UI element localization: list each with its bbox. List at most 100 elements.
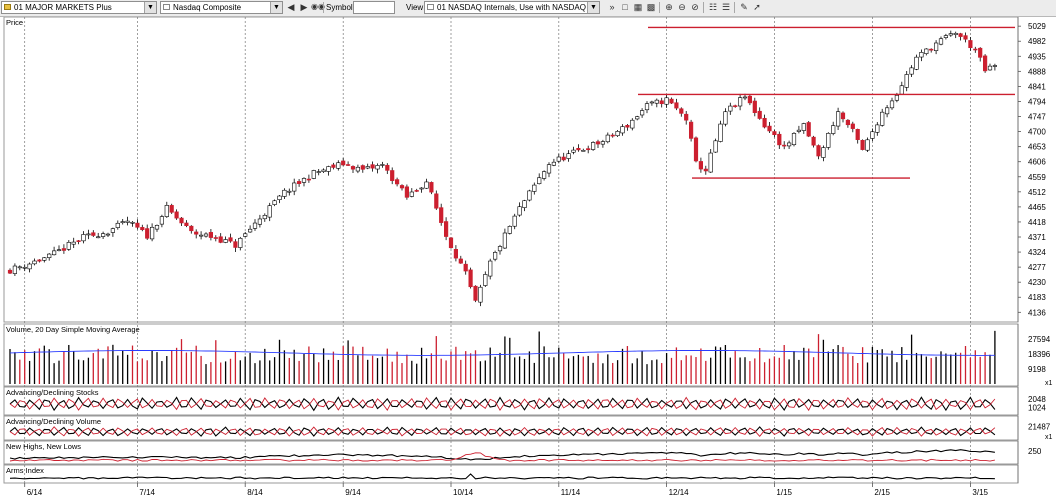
candle-down xyxy=(233,241,238,248)
annotate-icon[interactable]: ✎ xyxy=(740,2,748,12)
pane-2-lines xyxy=(9,396,996,412)
series-advancing xyxy=(9,426,996,437)
candle-up xyxy=(924,48,929,54)
pane-2-tick-label: 2048 xyxy=(1028,395,1046,404)
view-select[interactable]: 01 NASDAQ Internals, Use with NASDAQ ▼ xyxy=(424,1,600,14)
chart-content: 4136 4183 4230 4277 4324 4371 4418 4465 4512 4559… xyxy=(7,22,1053,480)
candle-up xyxy=(154,225,160,230)
candle-up xyxy=(605,134,610,143)
candle-up xyxy=(380,164,385,166)
candle-down xyxy=(688,121,694,139)
save-icon[interactable]: ▦ xyxy=(633,2,643,12)
candle-down xyxy=(840,112,846,120)
pointer-icon[interactable]: ➚ xyxy=(753,2,761,12)
zoom-in-icon[interactable]: ⊕ xyxy=(665,2,673,12)
pane-4-lines xyxy=(9,449,995,462)
candle-down xyxy=(767,125,772,132)
next-icon[interactable]: ▶ xyxy=(300,2,308,12)
candle-up xyxy=(336,162,341,169)
candle-up xyxy=(17,266,22,269)
candle-up xyxy=(316,171,321,173)
candle-down xyxy=(963,35,968,40)
candle-up xyxy=(492,252,498,260)
chart-panes xyxy=(3,17,1019,484)
candle-up xyxy=(110,228,115,233)
candle-up xyxy=(497,246,503,252)
candle-down xyxy=(390,170,395,181)
candle-down xyxy=(958,33,963,37)
symbol-select-value: Nasdaq Composite xyxy=(173,3,242,12)
expand-icon[interactable]: » xyxy=(609,2,615,12)
columns-icon[interactable]: ☷ xyxy=(708,2,718,12)
toolbar-separator xyxy=(734,2,735,13)
symbol-label: Symbol: xyxy=(326,3,355,12)
candle-up xyxy=(238,237,243,248)
toolbar-separator xyxy=(323,2,324,13)
candle-up xyxy=(86,233,91,236)
candle-up xyxy=(943,35,948,38)
candle-down xyxy=(816,145,821,157)
candle-up xyxy=(56,249,62,251)
symbol-select[interactable]: Nasdaq Composite ▼ xyxy=(160,1,283,14)
layout-select[interactable]: 01 MAJOR MARKETS Plus ▼ xyxy=(1,1,157,14)
print-icon[interactable]: ▩ xyxy=(646,2,656,12)
candle-up xyxy=(987,65,993,71)
candle-down xyxy=(306,178,312,181)
candle-down xyxy=(463,263,468,272)
candle-up xyxy=(933,42,939,51)
toolbar: 01 MAJOR MARKETS Plus ▼ Nasdaq Composite… xyxy=(0,0,1056,17)
candle-up xyxy=(355,166,361,172)
new-chart-icon[interactable]: □ xyxy=(622,2,628,12)
candle-up xyxy=(478,286,483,303)
candle-up xyxy=(252,222,258,229)
pane-title-1: Price xyxy=(6,18,23,27)
candle-up xyxy=(512,215,517,227)
volume-tick-label: 9198 xyxy=(1028,365,1046,374)
chart-area: 4136 4183 4230 4277 4324 4371 4418 4465 4512 4559… xyxy=(3,17,1053,497)
price-tick-label: 4418 xyxy=(1028,218,1046,227)
symbol-input[interactable] xyxy=(353,1,395,14)
chevron-down-icon[interactable]: ▼ xyxy=(587,2,599,13)
price-tick-label: 4183 xyxy=(1028,293,1046,302)
candle-up xyxy=(728,105,733,112)
candle-up xyxy=(786,142,792,147)
candle-down xyxy=(698,161,703,170)
binoculars-icon[interactable]: ◉◉ xyxy=(311,2,325,11)
candles xyxy=(7,30,997,307)
prev-icon[interactable]: ◀ xyxy=(287,2,295,12)
price-tick-label: 4841 xyxy=(1028,82,1046,91)
candle-down xyxy=(850,123,855,129)
candle-down xyxy=(860,140,865,150)
candle-down xyxy=(747,95,752,104)
price-tick-label: 4465 xyxy=(1028,203,1046,212)
candle-up xyxy=(644,103,650,111)
zoom-reset-icon[interactable]: ⊘ xyxy=(691,2,699,12)
candle-down xyxy=(929,48,934,51)
candle-up xyxy=(948,33,953,36)
candle-up xyxy=(199,234,204,237)
candle-down xyxy=(855,129,860,140)
x-tick-label: 1/15 xyxy=(776,488,792,497)
candle-down xyxy=(404,186,410,198)
candle-up xyxy=(615,131,620,137)
candle-down xyxy=(845,119,850,126)
candle-up xyxy=(409,191,414,197)
candle-up xyxy=(742,96,748,99)
chevron-down-icon[interactable]: ▼ xyxy=(144,2,156,13)
rows-icon[interactable]: ☰ xyxy=(721,2,731,12)
x-tick-label: 10/14 xyxy=(453,488,474,497)
chevron-down-icon[interactable]: ▼ xyxy=(270,2,282,13)
candle-up xyxy=(909,67,914,75)
candle-up xyxy=(889,100,895,109)
candle-up xyxy=(483,274,488,286)
pane-5-lines xyxy=(9,473,995,480)
candle-up xyxy=(287,190,292,193)
candle-down xyxy=(350,166,356,170)
candle-up xyxy=(51,250,57,256)
candle-up xyxy=(796,129,801,132)
zoom-out-icon[interactable]: ⊖ xyxy=(678,2,686,12)
candle-down xyxy=(189,225,194,232)
candle-down xyxy=(458,258,463,264)
candle-down xyxy=(394,179,400,185)
candle-down xyxy=(331,164,336,168)
